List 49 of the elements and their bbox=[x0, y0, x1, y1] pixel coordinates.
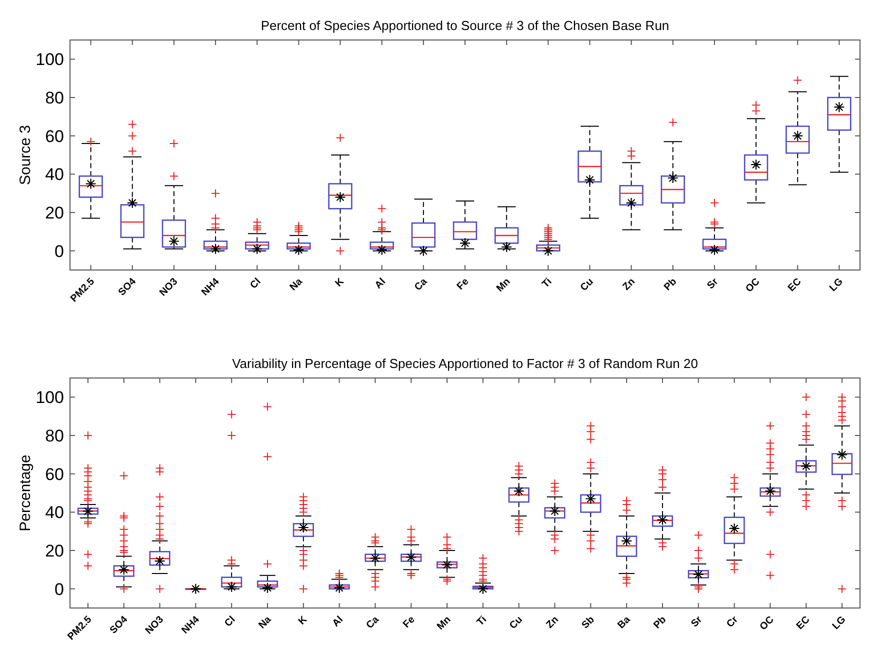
x-tick-label: Cu bbox=[508, 614, 525, 632]
y-tick-label: 20 bbox=[45, 542, 64, 560]
x-tick-label: Pb bbox=[662, 276, 680, 294]
x-tick-label: OC bbox=[744, 276, 762, 295]
y-axis-title: Source 3 bbox=[17, 124, 34, 186]
y-tick-label: 40 bbox=[45, 503, 64, 522]
x-tick-label: Ca bbox=[364, 614, 382, 632]
x-tick-label: Mn bbox=[435, 614, 454, 632]
x-tick-label: Sr bbox=[689, 614, 705, 630]
x-tick-label: Cl bbox=[248, 276, 264, 292]
y-tick-label: 80 bbox=[45, 88, 64, 108]
x-tick-label: Ba bbox=[616, 614, 634, 632]
x-tick-label: Fe bbox=[401, 614, 418, 630]
x-tick-label: Al bbox=[330, 614, 346, 630]
x-tick-label: EC bbox=[786, 276, 804, 294]
x-tick-label: Cl bbox=[222, 614, 238, 630]
chart-title: Variability in Percentage of Species Apportioned to Factor # 3 of Random Run 20 bbox=[232, 356, 698, 371]
x-tick-label: OC bbox=[758, 614, 776, 633]
x-tick-label: K bbox=[333, 276, 347, 290]
y-tick-label: 60 bbox=[45, 464, 64, 484]
x-tick-label: Ti bbox=[540, 276, 554, 290]
x-tick-label: Pb bbox=[652, 614, 669, 632]
y-tick-label: 0 bbox=[54, 242, 64, 261]
y-axis-title: Percentage bbox=[17, 454, 34, 532]
x-tick-label: Cr bbox=[724, 614, 741, 630]
x-tick-label: Ti bbox=[475, 614, 490, 628]
x-tick-label: LG bbox=[830, 614, 848, 632]
chart-title: Percent of Species Apportioned to Source # 3 of the Chosen Base Run bbox=[260, 18, 670, 33]
y-tick-label: 80 bbox=[45, 426, 64, 446]
x-tick-label: Sr bbox=[705, 276, 721, 292]
x-tick-label: Fe bbox=[455, 276, 472, 292]
y-tick-label: 60 bbox=[45, 126, 64, 146]
y-tick-label: 40 bbox=[45, 165, 64, 184]
x-tick-label: Al bbox=[373, 276, 388, 292]
x-tick-label: K bbox=[296, 614, 310, 628]
x-tick-label: Na bbox=[256, 614, 274, 632]
y-tick-label: 100 bbox=[36, 50, 64, 70]
x-tick-label: Ca bbox=[412, 276, 430, 294]
x-tick-label: Mn bbox=[494, 276, 513, 294]
y-tick-label: 20 bbox=[45, 204, 64, 222]
y-tick-label: 100 bbox=[36, 388, 64, 408]
x-tick-label: Sb bbox=[580, 614, 597, 632]
x-tick-label: Zn bbox=[621, 276, 638, 293]
x-tick-label: Cu bbox=[578, 276, 596, 294]
y-tick-label: 0 bbox=[54, 580, 64, 599]
x-tick-label: Zn bbox=[544, 614, 561, 631]
x-tick-label: LG bbox=[828, 276, 846, 294]
x-tick-label: EC bbox=[794, 614, 812, 632]
x-tick-label: Na bbox=[288, 276, 306, 294]
